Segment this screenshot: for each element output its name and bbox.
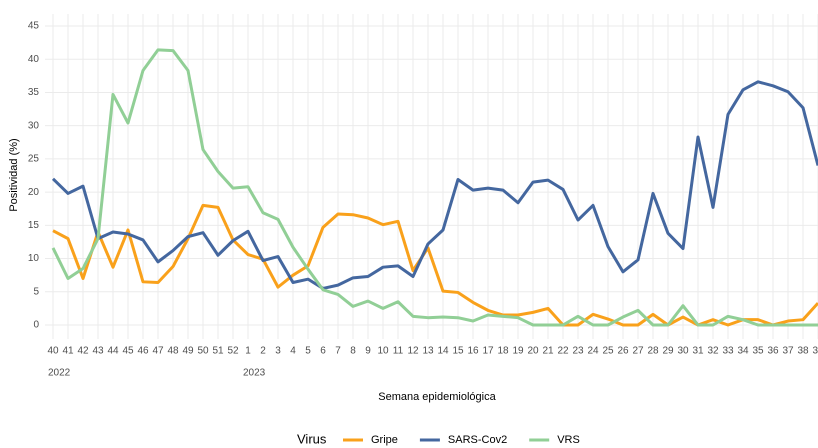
x-tick-label: 12 [407,346,419,357]
x-tick-label: 23 [572,346,584,357]
legend-label: Gripe [371,434,398,446]
grid [45,14,818,339]
year-label: 2022 [48,368,71,379]
x-tick-label: 18 [497,346,509,357]
x-tick-label: 36 [767,346,779,357]
x-tick-label: 8 [350,346,356,357]
series-line [51,48,818,327]
x-tick-label: 43 [92,346,104,357]
x-axis-title: Semana epidemiológica [378,391,496,403]
y-tick-label: 30 [28,120,40,131]
x-tick-label: 49 [182,346,194,357]
x-tick-label: 25 [602,346,614,357]
x-tick-label: 39 [812,346,818,357]
x-tick-label: 33 [722,346,734,357]
y-tick-label: 5 [33,286,39,297]
x-tick-label: 26 [617,346,629,357]
x-tick-label: 17 [482,346,494,357]
y-tick-label: 10 [28,253,40,264]
x-tick-label: 34 [737,346,749,357]
y-tick-label: 0 [33,320,39,331]
x-tick-label: 4 [290,346,296,357]
y-tick-label: 40 [28,54,40,65]
y-tick-label: 25 [28,154,40,165]
x-tick-label: 6 [320,346,326,357]
y-tick-label: 20 [28,187,40,198]
x-tick-label: 11 [393,346,404,357]
year-label: 2023 [243,368,266,379]
x-tick-label: 51 [212,346,224,357]
x-tick-label: 29 [662,346,674,357]
x-tick-label: 44 [107,346,119,357]
y-tick-label: 15 [28,220,40,231]
x-tick-label: 7 [335,346,341,357]
x-tick-label: 5 [305,346,311,357]
x-tick-label: 45 [122,346,134,357]
x-tick-label: 24 [587,346,599,357]
x-tick-label: 41 [62,346,74,357]
x-tick-label: 1 [245,346,251,357]
y-tick-label: 35 [28,87,40,98]
x-tick-label: 21 [542,346,554,357]
x-tick-label: 28 [647,346,659,357]
x-tick-label: 14 [437,346,449,357]
x-tick-label: 50 [197,346,209,357]
legend-title: Virus [297,431,327,446]
x-tick-label: 46 [137,346,149,357]
x-tick-label: 19 [512,346,524,357]
x-tick-label: 31 [692,346,704,357]
x-tick-label: 32 [707,346,719,357]
x-tick-label: 30 [677,346,689,357]
x-tick-label: 10 [377,346,389,357]
legend-label: VRS [557,434,580,446]
x-tick-label: 13 [422,346,434,357]
x-tick-label: 42 [77,346,89,357]
x-tick-label: 22 [557,346,569,357]
x-tick-label: 2 [260,346,266,357]
x-tick-label: 15 [452,346,464,357]
x-tick-label: 16 [467,346,479,357]
series-line [51,80,818,290]
x-tick-label: 3 [275,346,281,357]
x-tick-label: 47 [152,346,164,357]
x-tick-label: 9 [365,346,371,357]
y-tick-label: 45 [28,21,40,32]
x-tick-label: 37 [782,346,794,357]
x-tick-label: 38 [797,346,809,357]
x-tick-label: 27 [632,346,644,357]
series-line [52,203,818,327]
y-axis-title: Positividad (%) [8,138,20,211]
legend-label: SARS-Cov2 [448,434,507,446]
x-tick-label: 20 [527,346,539,357]
x-tick-label: 48 [167,346,179,357]
x-tick-label: 35 [752,346,764,357]
x-tick-label: 52 [227,346,239,357]
x-tick-label: 40 [47,346,59,357]
